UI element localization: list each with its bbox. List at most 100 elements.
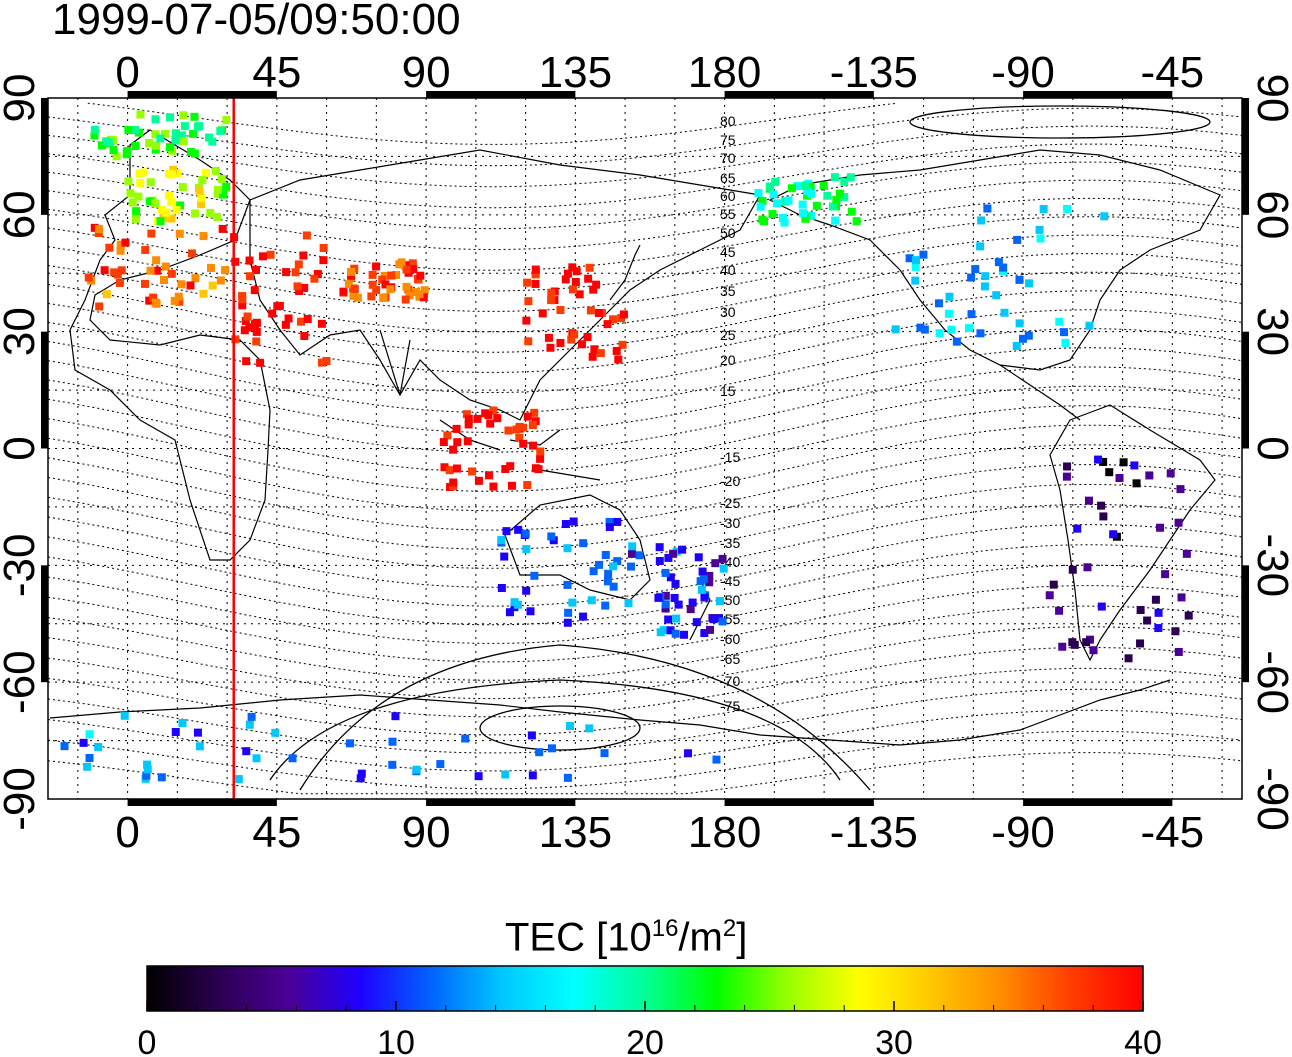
contour-label: -35 <box>720 535 740 551</box>
tec-cell-japan-china <box>589 285 598 294</box>
tec-cell-south-america <box>1151 595 1160 604</box>
contour-label: 70 <box>720 150 736 166</box>
tec-cell-middle-east <box>258 252 267 261</box>
lat-tick-label-right: 30 <box>1248 307 1292 356</box>
tec-cell-scandinavia <box>164 191 173 200</box>
tec-cell-alaska <box>798 209 807 218</box>
tec-cell-middle-east <box>245 256 254 265</box>
lon-tick-label-top: 180 <box>688 48 761 97</box>
tec-cell-central-asia <box>349 291 358 300</box>
tec-cell-scandinavia <box>146 178 155 187</box>
tec-cell-antarctica <box>195 742 204 751</box>
tec-cell-scandinavia <box>124 177 133 186</box>
tec-cell-australia <box>526 607 535 616</box>
tec-cell-antarctica <box>142 771 151 780</box>
tec-cell-scandinavia <box>165 169 174 178</box>
tec-cell-middle-east <box>241 317 250 326</box>
tec-cell-australia <box>589 567 598 576</box>
tec-cell-central-asia <box>415 289 424 298</box>
tec-cell-europe <box>100 266 109 275</box>
tec-cell-se-asia <box>481 409 490 418</box>
lat-tick-label-left: -60 <box>0 650 44 714</box>
tec-cell-south-america <box>1063 462 1072 471</box>
tec-cell-antarctica <box>143 760 152 769</box>
tec-cell-north-america <box>947 325 956 334</box>
tec-cell-australia <box>587 596 596 605</box>
tec-cell-japan-china <box>531 279 540 288</box>
tec-cell-se-asia <box>486 419 495 428</box>
tec-cell-japan-china <box>585 263 594 272</box>
tec-cell-middle-east <box>238 295 247 304</box>
contour-label: 55 <box>720 206 736 222</box>
tec-cell-australia <box>627 562 636 571</box>
lat-tick-label-left: 60 <box>0 190 44 239</box>
tec-cell-middle-east <box>322 357 331 366</box>
tec-cell-scandinavia <box>157 205 166 214</box>
tec-cell-japan-china <box>583 333 592 342</box>
tec-cell-middle-east <box>282 268 291 277</box>
tec-cell-arctic-europe <box>190 149 199 158</box>
tec-cell-scandinavia <box>136 178 145 187</box>
tec-cell-australia <box>624 599 633 608</box>
tec-cell-north-america <box>934 299 943 308</box>
tec-cell-australia <box>497 584 506 593</box>
tec-cell-japan-china <box>524 337 533 346</box>
colorbar-ticks: 0 10 20 30 40 <box>138 1001 1162 1057</box>
tec-cell-middle-east <box>245 323 254 332</box>
lon-tick-label-bottom: 135 <box>539 808 612 857</box>
tec-cell-central-asia <box>386 285 395 294</box>
tec-cell-middle-east <box>313 270 322 279</box>
tec-cell-new-zealand <box>698 567 707 576</box>
colorbar-tick-label: 10 <box>377 1024 415 1057</box>
tec-cell-north-america <box>1012 341 1021 350</box>
tec-cell-japan-china <box>612 346 621 355</box>
tec-cell-scandinavia <box>197 200 206 209</box>
tec-cell-new-zealand <box>700 629 709 638</box>
tec-cell-antarctica <box>252 754 261 763</box>
lon-tick-label-top: 90 <box>402 48 451 97</box>
tec-cell-central-asia <box>350 284 359 293</box>
tec-cell-new-zealand <box>669 549 678 558</box>
tec-cell-new-zealand <box>715 597 724 606</box>
tec-cell-middle-east <box>238 301 247 310</box>
tec-cell-japan-china <box>570 330 579 339</box>
tec-cell-australia <box>502 527 511 536</box>
tec-cell-new-zealand <box>672 614 681 623</box>
contour-label: 60 <box>720 188 736 204</box>
tec-cell-scandinavia <box>169 165 178 174</box>
tec-cell-europe <box>102 290 111 299</box>
tec-cell-new-zealand <box>661 604 670 613</box>
tec-cell-middle-east <box>242 357 251 366</box>
tec-cell-arctic-europe <box>180 122 189 131</box>
tec-cell-central-asia <box>420 286 429 295</box>
tec-cell-new-zealand <box>711 559 720 568</box>
tec-cell-antarctica <box>345 739 354 748</box>
tec-cell-japan-china <box>538 309 547 318</box>
tec-cell-antarctica <box>79 738 88 747</box>
tec-cell-middle-east <box>250 286 259 295</box>
contour-label: 15 <box>720 383 736 399</box>
contour-label: -50 <box>720 592 740 608</box>
tec-cell-australia <box>601 550 610 559</box>
tec-cell-south-america <box>1082 638 1091 647</box>
tec-cell-australia <box>601 601 610 610</box>
tec-cell-middle-east <box>300 283 309 292</box>
tec-cell-antarctica <box>527 731 536 740</box>
lon-tick-label-top: 135 <box>539 48 612 97</box>
tec-cell-middle-east <box>273 302 282 311</box>
tec-cell-antarctica <box>157 773 166 782</box>
tec-cell-new-zealand <box>664 615 673 624</box>
tec-cell-north-america <box>1000 308 1009 317</box>
tec-cell-south-america <box>1097 602 1106 611</box>
tec-cell-middle-east <box>299 251 308 260</box>
tec-cell-middle-east <box>243 312 252 321</box>
tec-cell-arctic-europe <box>193 122 202 131</box>
tec-cell-australia <box>500 552 509 561</box>
tec-cell-scandinavia <box>156 217 165 226</box>
tec-cell-japan-china <box>567 335 576 344</box>
lat-tick-label-right: 90 <box>1248 74 1292 123</box>
tec-cell-scandinavia <box>172 206 181 215</box>
tec-cell-south-america <box>1176 485 1185 494</box>
tec-cell-europe <box>187 249 196 258</box>
